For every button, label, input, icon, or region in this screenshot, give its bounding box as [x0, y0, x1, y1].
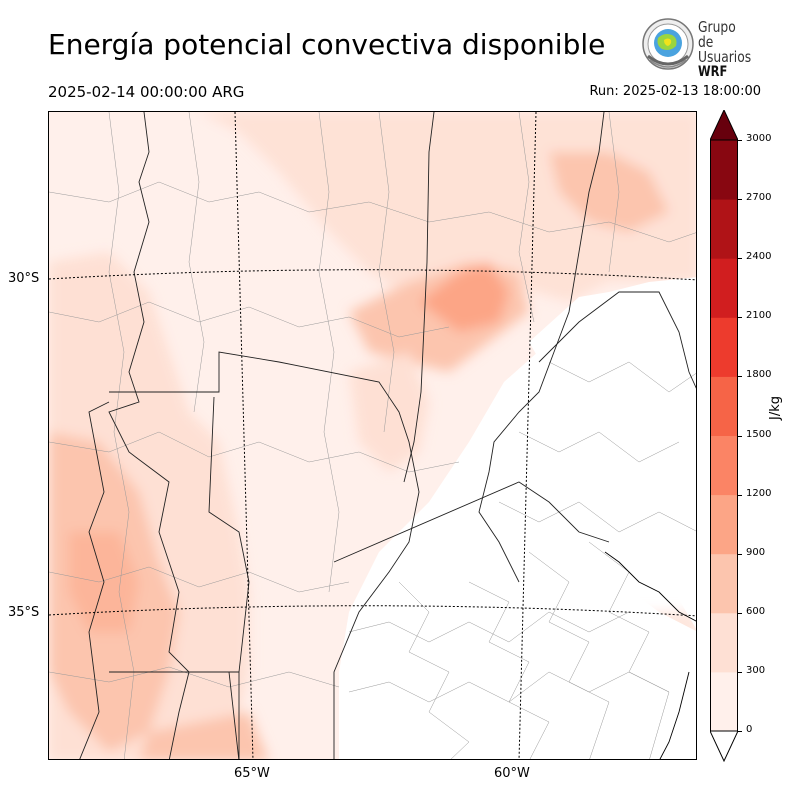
grupo-usuarios-wrf-logo: Grupo de Usuarios WRF — [640, 16, 760, 80]
logo-line2: Usuarios — [698, 48, 752, 66]
graticule — [49, 112, 696, 759]
colorbar-label: J/kg — [768, 396, 783, 420]
colorbar-frame — [710, 139, 738, 732]
colorbar-tick-mark — [738, 435, 742, 437]
colorbar-segment — [710, 317, 738, 377]
graticule-lat-30s — [49, 269, 696, 281]
province-boundaries — [79, 112, 696, 759]
colorbar-tick-mark — [738, 494, 742, 496]
colorbar-segment — [710, 435, 738, 496]
colorbar-segment — [710, 258, 738, 318]
colorbar-svg — [709, 108, 739, 763]
lon-label-65w: 65°W — [234, 766, 270, 781]
logo-line1: Grupo de — [698, 18, 736, 51]
colorbar-tick-mark — [738, 317, 742, 319]
page-title: Energía potencial convectiva disponible — [48, 28, 606, 61]
colorbar-tick-label: 1500 — [746, 428, 772, 440]
colorbar-tick-label: 300 — [746, 664, 766, 676]
colorbar-segment — [710, 140, 738, 200]
colorbar-tick-label: 2100 — [746, 310, 772, 322]
lon-label-60w: 60°W — [494, 766, 530, 781]
colorbar — [709, 108, 739, 763]
colorbar-tick-mark — [738, 199, 742, 201]
graticule-lat-35s — [49, 605, 696, 617]
coastline — [604, 551, 696, 622]
map-canvas — [49, 112, 696, 759]
colorbar-tick-label: 1200 — [746, 487, 772, 499]
colorbar-tick-mark — [738, 140, 742, 141]
colorbar-tick-label: 2400 — [746, 251, 772, 263]
colorbar-segment — [710, 671, 738, 732]
colorbar-tick-mark — [738, 731, 742, 732]
graticule-lon-60w — [518, 112, 537, 759]
colorbar-tick-mark — [738, 376, 742, 378]
colorbar-extend-min — [709, 730, 739, 763]
colorbar-segment — [710, 199, 738, 259]
colorbar-tick-mark — [738, 553, 742, 555]
valid-time: 2025-02-14 00:00:00 ARG — [48, 83, 245, 101]
logo-line3: WRF — [698, 64, 728, 80]
colorbar-tick-mark — [738, 671, 742, 673]
colorbar-tick-label: 1800 — [746, 369, 772, 381]
colorbar-tick-mark — [738, 612, 742, 614]
colorbar-segment — [710, 494, 738, 555]
colorbar-tick-mark — [738, 258, 742, 260]
run-time: Run: 2025-02-13 18:00:00 — [589, 84, 761, 99]
lat-label-30s: 30°S — [8, 271, 40, 286]
colorbar-segment — [710, 376, 738, 436]
department-boundaries — [49, 112, 696, 759]
lat-label-35s: 35°S — [8, 605, 40, 620]
colorbar-tick-label: 900 — [746, 546, 766, 558]
colorbar-segment — [710, 553, 738, 614]
logo-text: Grupo de Usuarios WRF — [698, 20, 751, 80]
colorbar-segment — [710, 612, 738, 673]
colorbar-tick-label: 2700 — [746, 192, 772, 204]
cape-map — [48, 111, 697, 760]
colorbar-tick-label: 600 — [746, 605, 766, 617]
graticule-lon-65w — [234, 112, 254, 759]
colorbar-tick-label: 0 — [746, 724, 753, 735]
globe-seal-icon — [642, 18, 694, 70]
colorbar-extend-max — [709, 108, 739, 141]
colorbar-tick-label: 3000 — [746, 133, 772, 144]
